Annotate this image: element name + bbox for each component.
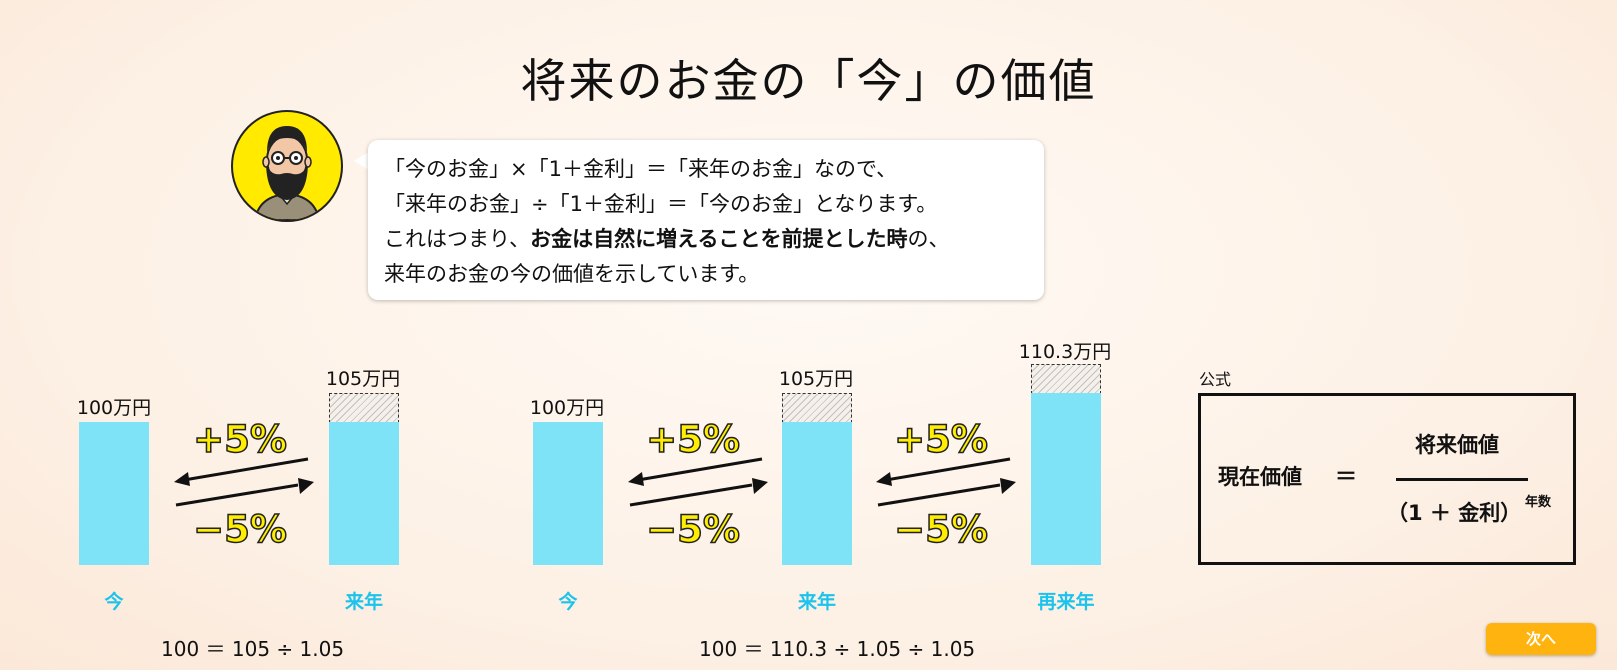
growth-hatch-next-year (329, 393, 399, 423)
formula-exponent: 年数 (1525, 495, 1552, 510)
speech-bubble-tail (354, 152, 369, 170)
right-equation: 100 ＝ 110.3 ÷ 1.05 ÷ 1.05 (699, 637, 976, 661)
fraction-bar (1396, 478, 1528, 481)
bar-now-2 (533, 422, 603, 565)
plus-percent-label-2: +5% (645, 417, 740, 462)
formula-denominator: （1 ＋ 金利） (1387, 501, 1522, 525)
bar-next-year-2 (782, 422, 852, 565)
bubble-line-3-pre: これはつまり、 (384, 227, 531, 251)
axis-label-year-after: 再来年 (1037, 591, 1095, 613)
formula-box: 現在価値 ＝ 将来価値 （1 ＋ 金利） 年数 (1198, 393, 1576, 565)
avatar (231, 110, 343, 222)
value-label-next-year: 105万円 (325, 368, 401, 390)
minus-percent-label-3: −5% (893, 507, 988, 552)
axis-label-next-year-2: 来年 (797, 591, 836, 613)
axis-label-next-year: 来年 (344, 591, 383, 613)
formula-lhs: 現在価値 (1218, 465, 1302, 489)
value-label-now-2: 100万円 (529, 397, 605, 419)
bar-now (79, 422, 149, 565)
bar-year-after (1031, 393, 1101, 565)
growth-hatch-next-year-2 (782, 393, 852, 423)
minus-percent-label-2: −5% (645, 507, 740, 552)
bubble-line-3: これはつまり、お金は自然に増えることを前提とした時の、 (384, 222, 1028, 257)
page-title: 将来のお金の「今」の価値 (520, 54, 1097, 108)
next-button[interactable]: 次へ (1486, 623, 1596, 655)
axis-label-now: 今 (104, 591, 124, 613)
bubble-line-2: 「来年のお金」÷「1＋金利」＝「今のお金」となります。 (384, 192, 938, 216)
bubble-line-4: 来年のお金の今の価値を示しています。 (384, 262, 760, 286)
formula-numerator: 将来価値 (1415, 433, 1499, 457)
formula-equals: ＝ (1335, 465, 1358, 490)
speech-bubble: 「今のお金」×「1＋金利」＝「来年のお金」なので、 「来年のお金」÷「1＋金利」… (368, 140, 1044, 300)
bubble-line-1: 「今のお金」×「1＋金利」＝「来年のお金」なので、 (384, 157, 898, 181)
plus-percent-label: +5% (192, 417, 287, 462)
minus-percent-label: −5% (192, 507, 287, 552)
exchange-arrows (174, 457, 314, 507)
bubble-line-3-bold: お金は自然に増えることを前提とした時 (530, 227, 908, 251)
bar-next-year (329, 422, 399, 565)
growth-hatch-year-after (1031, 364, 1101, 394)
exchange-arrows-2 (628, 457, 768, 507)
left-equation: 100 ＝ 105 ÷ 1.05 (161, 637, 345, 661)
bearded-man-icon (253, 126, 321, 220)
exchange-arrows-3 (876, 457, 1016, 507)
value-label-year-after: 110.3万円 (1018, 341, 1112, 363)
value-label-next-year-2: 105万円 (778, 368, 854, 390)
plus-percent-label-3: +5% (893, 417, 988, 462)
axis-label-now-2: 今 (558, 591, 578, 613)
bubble-line-3-post: の、 (907, 227, 950, 251)
value-label-now: 100万円 (76, 397, 152, 419)
formula-label: 公式 (1199, 370, 1232, 389)
